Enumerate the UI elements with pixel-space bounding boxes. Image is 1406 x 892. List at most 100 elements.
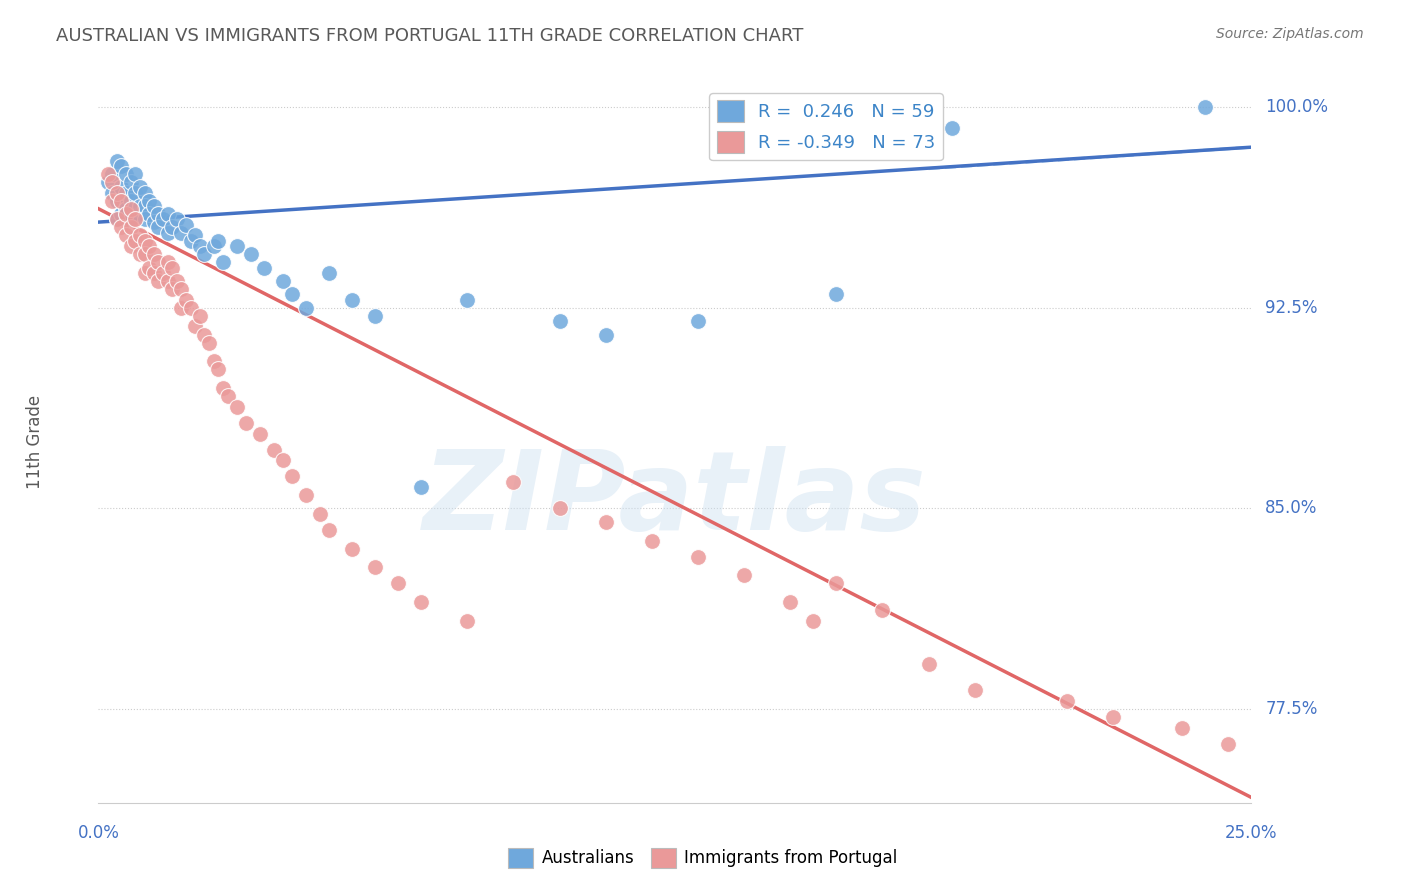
Point [134, 234, 156, 248]
Point [180, 234, 202, 248]
Point [281, 287, 304, 301]
Point [120, 239, 142, 253]
Point [110, 194, 132, 208]
Point [120, 202, 142, 216]
Point [120, 220, 142, 235]
Point [249, 426, 271, 441]
Point [156, 207, 179, 221]
Point [318, 523, 340, 537]
Point [364, 309, 387, 323]
Point [142, 215, 165, 229]
Point [1171, 721, 1194, 735]
Point [134, 212, 156, 227]
Point [101, 186, 124, 200]
Point [318, 266, 340, 280]
Text: ZIPatlas: ZIPatlas [423, 446, 927, 553]
Point [110, 180, 132, 194]
Point [170, 301, 193, 315]
Point [110, 207, 132, 221]
Point [779, 595, 801, 609]
Point [295, 301, 318, 315]
Point [129, 199, 152, 213]
Point [101, 167, 124, 181]
Point [1218, 737, 1240, 751]
Point [105, 153, 128, 168]
Point [105, 194, 128, 208]
Point [963, 683, 986, 698]
Point [188, 239, 211, 253]
Point [308, 507, 330, 521]
Point [825, 287, 848, 301]
Point [212, 381, 235, 395]
Text: 77.5%: 77.5% [1265, 700, 1317, 718]
Point [156, 274, 179, 288]
Point [271, 274, 294, 288]
Point [134, 199, 156, 213]
Text: Source: ZipAtlas.com: Source: ZipAtlas.com [1216, 27, 1364, 41]
Point [340, 293, 363, 307]
Point [548, 314, 571, 328]
Point [115, 186, 138, 200]
Point [502, 475, 524, 489]
Point [152, 212, 174, 227]
Point [148, 274, 170, 288]
Point [170, 226, 193, 240]
Point [456, 293, 478, 307]
Point [174, 293, 197, 307]
Point [872, 603, 894, 617]
Point [110, 159, 132, 173]
Point [120, 175, 142, 189]
Point [138, 239, 160, 253]
Point [105, 212, 128, 227]
Point [105, 186, 128, 200]
Text: 92.5%: 92.5% [1265, 299, 1317, 317]
Point [120, 194, 142, 208]
Point [271, 453, 294, 467]
Point [142, 247, 165, 261]
Point [124, 234, 146, 248]
Point [160, 220, 183, 235]
Point [217, 389, 239, 403]
Point [129, 247, 152, 261]
Point [134, 247, 156, 261]
Point [134, 186, 156, 200]
Point [105, 212, 128, 227]
Point [148, 207, 170, 221]
Point [387, 576, 409, 591]
Point [733, 568, 755, 582]
Point [193, 247, 215, 261]
Point [115, 202, 138, 216]
Point [152, 266, 174, 280]
Text: 25.0%: 25.0% [1225, 824, 1278, 842]
Point [548, 501, 571, 516]
Point [202, 354, 225, 368]
Point [129, 180, 152, 194]
Point [263, 442, 285, 457]
Point [281, 469, 304, 483]
Point [138, 260, 160, 275]
Point [124, 167, 146, 181]
Legend: R =  0.246   N = 59, R = -0.349   N = 73: R = 0.246 N = 59, R = -0.349 N = 73 [710, 93, 942, 161]
Point [97, 167, 120, 181]
Point [941, 121, 963, 136]
Point [641, 533, 664, 548]
Point [160, 282, 183, 296]
Point [101, 194, 124, 208]
Point [917, 657, 939, 671]
Point [124, 212, 146, 227]
Point [1102, 710, 1125, 724]
Point [148, 255, 170, 269]
Text: 85.0%: 85.0% [1265, 500, 1317, 517]
Point [166, 212, 188, 227]
Point [411, 595, 433, 609]
Point [295, 488, 318, 502]
Point [174, 218, 197, 232]
Point [180, 301, 202, 315]
Point [170, 282, 193, 296]
Point [138, 194, 160, 208]
Point [156, 226, 179, 240]
Point [686, 549, 709, 564]
Point [686, 314, 709, 328]
Point [184, 228, 207, 243]
Point [142, 266, 165, 280]
